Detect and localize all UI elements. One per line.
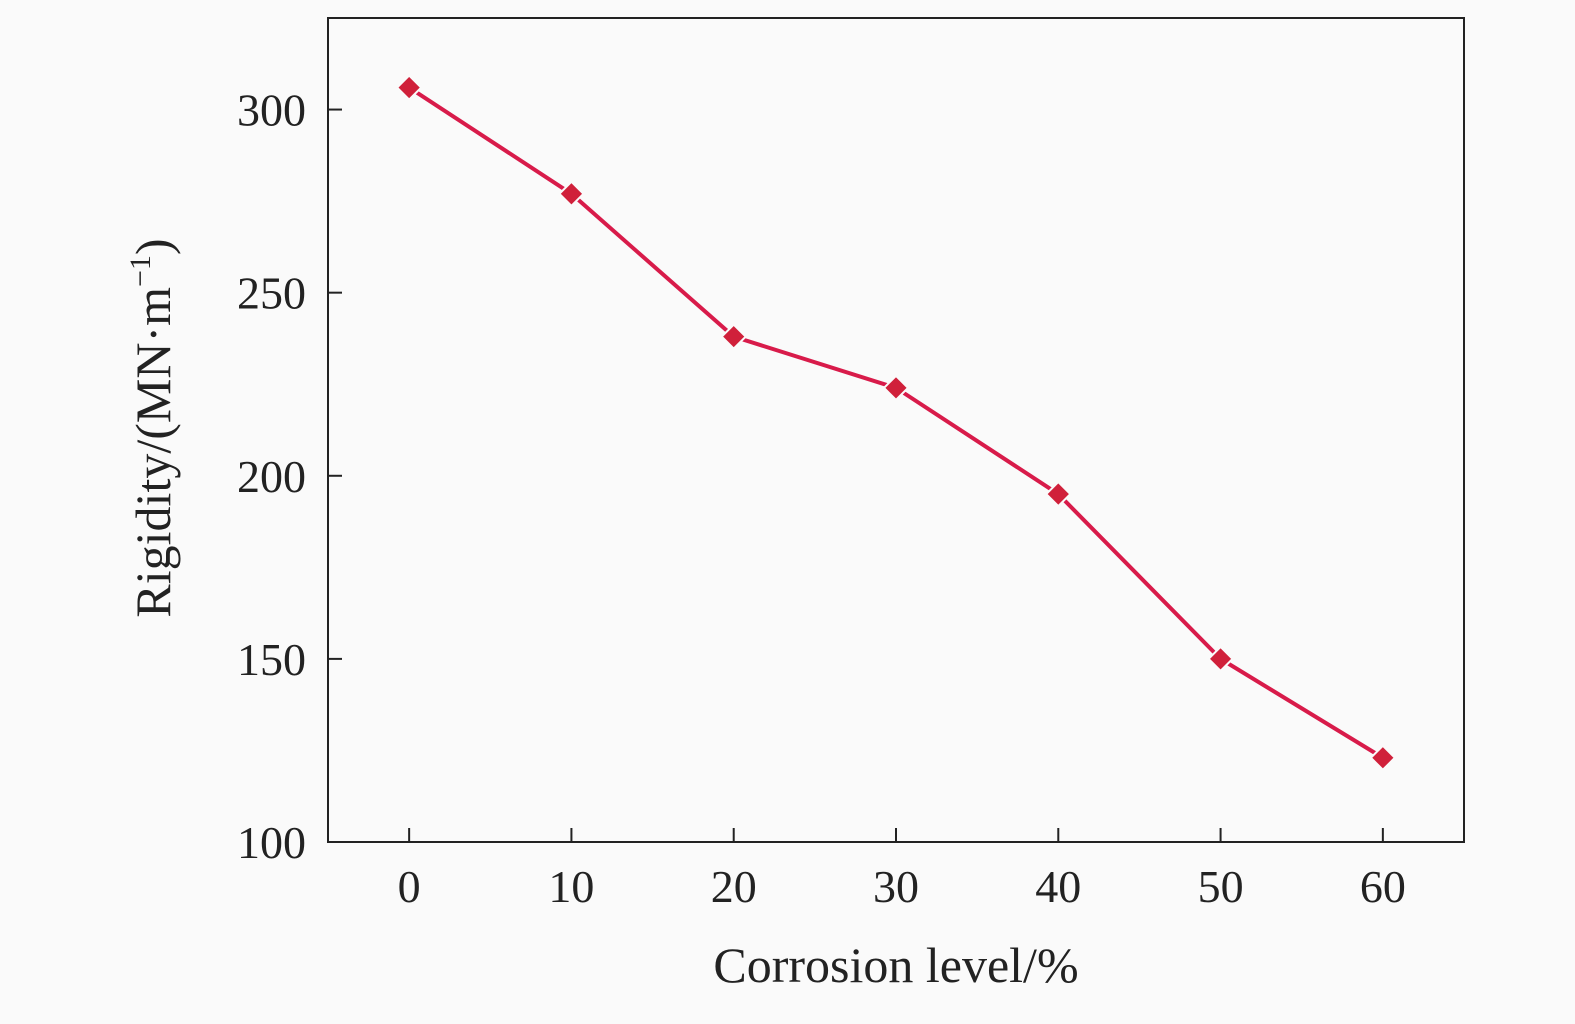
x-tick-label: 60 bbox=[1360, 861, 1406, 912]
y-tick-label: 250 bbox=[237, 268, 306, 319]
series-group bbox=[395, 74, 1397, 772]
y-tick-label: 200 bbox=[237, 451, 306, 502]
data-point bbox=[1207, 645, 1234, 673]
data-point bbox=[1369, 744, 1397, 772]
series-line bbox=[408, 85, 1384, 760]
y-axis-title-main: Rigidity/(MN·m bbox=[125, 287, 181, 618]
x-tick-label: 20 bbox=[711, 861, 757, 912]
y-tick-label: 150 bbox=[237, 634, 306, 685]
data-point bbox=[882, 374, 910, 402]
x-tick-label: 10 bbox=[548, 861, 594, 912]
x-tick-label: 50 bbox=[1198, 861, 1244, 912]
y-axis: 100 150 200 250 300 bbox=[237, 85, 342, 868]
data-point bbox=[720, 323, 748, 351]
x-tick-label: 0 bbox=[398, 861, 421, 912]
y-tick-label: 300 bbox=[237, 85, 306, 136]
data-point bbox=[395, 74, 423, 101]
y-axis-title-close: ) bbox=[125, 238, 181, 255]
y-tick-label: 100 bbox=[237, 817, 306, 868]
y-axis-title: Rigidity/(MN·m−1) bbox=[124, 238, 181, 617]
y-axis-title-superscript: −1 bbox=[124, 255, 157, 287]
x-axis: 0 10 20 30 40 50 60 bbox=[398, 828, 1406, 912]
plot-area bbox=[327, 17, 1465, 843]
data-point bbox=[1044, 480, 1072, 508]
x-axis-title: Corrosion level/% bbox=[713, 937, 1078, 993]
x-tick-label: 30 bbox=[873, 861, 919, 912]
data-point bbox=[558, 180, 585, 208]
x-tick-label: 40 bbox=[1035, 861, 1081, 912]
